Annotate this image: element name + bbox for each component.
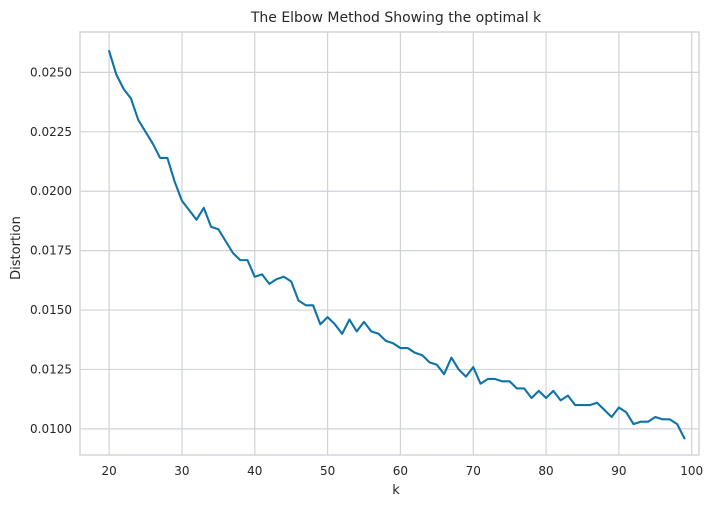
- x-tick-label: 60: [393, 464, 408, 478]
- x-tick-label: 70: [466, 464, 481, 478]
- x-tick-label: 80: [538, 464, 553, 478]
- y-tick-label: 0.0150: [30, 303, 72, 317]
- x-tick-label: 90: [611, 464, 626, 478]
- x-axis-label: k: [392, 483, 400, 498]
- x-gridlines: [108, 32, 693, 455]
- y-axis-label: Distortion: [9, 216, 24, 280]
- y-tick-labels: 0.0100 0.0125 0.0150 0.0175 0.0200 0.0225 0.02…: [30, 65, 72, 435]
- y-tick-label: 0.0100: [30, 422, 72, 436]
- y-tick-label: 0.0175: [30, 244, 72, 258]
- x-tick-label: 30: [174, 464, 189, 478]
- y-tick-label: 0.0225: [30, 125, 72, 139]
- x-tick-label: 50: [320, 464, 335, 478]
- series-points: [109, 51, 685, 439]
- x-tick-label: 100: [680, 464, 703, 478]
- y-gridlines: [80, 71, 699, 430]
- chart-title: The Elbow Method Showing the optimal k: [250, 10, 542, 26]
- series-line: [108, 49, 686, 440]
- y-tick-label: 0.0200: [30, 184, 72, 198]
- x-tick-label: 40: [247, 464, 262, 478]
- y-tick-label: 0.0250: [30, 65, 72, 79]
- x-tick-labels: 20 30 40 50 60 70 80 90 100: [101, 464, 703, 478]
- y-tick-label: 0.0125: [30, 362, 72, 376]
- x-tick-label: 20: [101, 464, 116, 478]
- plot-frame: [79, 31, 700, 456]
